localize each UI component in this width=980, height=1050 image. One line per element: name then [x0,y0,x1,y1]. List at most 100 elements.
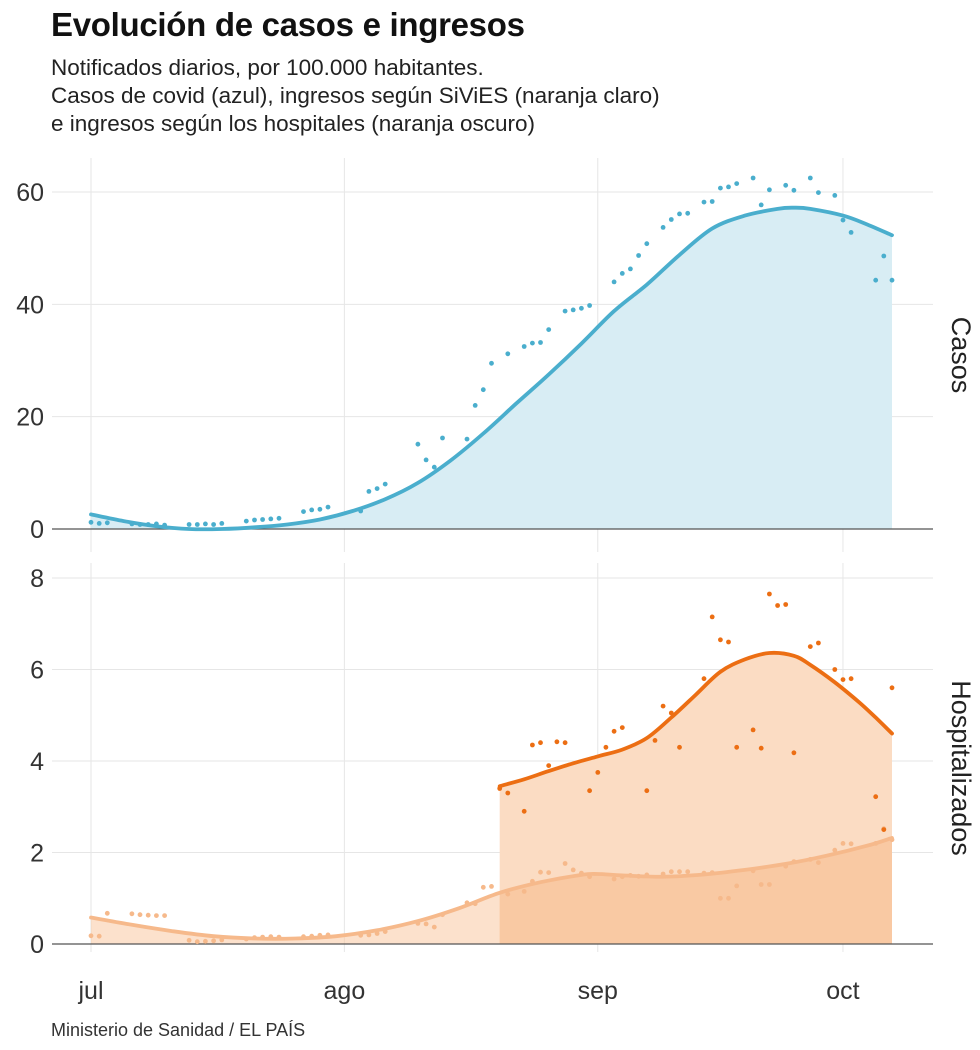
cases-point [750,175,756,181]
y-tick-label: 20 [16,404,44,432]
cases-point [480,387,486,393]
hospitals-point [619,725,625,730]
hospitals-point [807,644,813,649]
cases-point [873,277,879,283]
cases-point [374,486,380,491]
cases-point [317,506,323,512]
y-tick-label: 60 [16,179,44,207]
cases-point [104,520,110,526]
subtitle-line: Casos de covid (azul), ingresos según Si… [51,83,660,108]
sivies-point [521,889,527,894]
cases-point [636,253,641,258]
hospitals-point [758,745,764,751]
subtitle-line: Notificados diarios, por 100.000 habitan… [51,55,484,80]
subtitle-line: e ingresos según los hospitales (naranja… [51,111,536,136]
hospitals-point [873,794,879,800]
facet-label: Hospitalizados [946,680,976,856]
sivies-point [88,933,94,939]
sivies-point [546,870,552,875]
cases-point [660,225,666,230]
cases-point [366,489,372,494]
hospitals-point [652,738,658,743]
cases-point [668,217,674,222]
sivies-trend-line [89,836,894,941]
sivies-point [162,913,168,918]
cases-point [562,308,568,314]
hospitals-point [521,808,527,814]
cases-point [546,327,552,332]
hospitals-point [783,602,789,607]
cases-point [530,340,535,346]
y-tick-label: 6 [30,657,44,685]
cases-point [489,360,494,366]
hospitals-point [562,740,568,746]
sivies-point [734,883,740,889]
cases-point [431,464,437,470]
sivies-point [480,884,486,890]
hospitals-point [677,744,682,750]
sivies-point [186,937,192,943]
sivies-point [431,924,437,930]
cases-point [816,190,821,196]
cases-point [848,230,854,235]
sivies-overlap-area [499,837,892,944]
sivies-point [154,913,159,918]
sivies-point [129,911,135,917]
cases-point [260,517,265,522]
cases-point [677,211,682,217]
cases-point [203,521,208,527]
hospitals-point [816,640,821,646]
sivies-point [145,912,151,918]
cases-point [464,436,470,442]
sivies-point [611,876,617,882]
cases-point [791,187,797,193]
cases-panel: 0 20 40 60 Casos [16,158,976,552]
cases-point [701,199,707,205]
sivies-point [538,869,543,875]
source-credit: Ministerio de Sanidad / EL PAÍS [51,1020,306,1040]
cases-point [685,210,691,216]
hospitals-point [840,677,846,682]
cases-point [783,182,789,188]
cases-point [505,351,511,357]
cases-point [243,518,249,524]
cases-point [840,217,846,223]
cases-point [382,481,388,487]
cases-point [611,279,617,285]
sivies-point [211,938,217,944]
hospitals-point [775,603,780,608]
hospitals-point [718,637,723,643]
cases-point [423,457,429,463]
sivies-point [685,869,691,875]
sivies-point [96,933,102,939]
cases-point [301,509,306,514]
y-tick-label: 8 [30,565,44,593]
hospitals-point [660,703,666,709]
sivies-point [137,912,143,918]
hospitals-point [587,788,592,794]
hospitals-point [701,676,707,682]
cases-point [619,271,625,276]
sivies-point [570,867,576,873]
sivies-point [758,882,764,887]
hospitals-point [709,614,715,620]
sivies-point [832,847,838,853]
hospitals-point [750,727,756,733]
sivies-point [562,861,568,866]
cases-point [440,435,445,441]
x-axis: jul ago sep oct [77,977,859,1005]
cases-point [807,175,813,181]
hospitals-point [791,750,797,756]
hospitals-point [595,770,601,775]
cases-point [309,507,315,513]
y-tick-label: 2 [30,840,44,868]
cases-point [579,305,584,311]
hospitals-point [554,739,560,745]
hospitals-point [546,763,552,768]
cases-area [91,207,892,530]
cases-point [88,519,94,525]
sivies-point [104,910,110,916]
cases-point [538,340,543,345]
cases-point [276,515,282,521]
hospitals-point [644,788,650,794]
